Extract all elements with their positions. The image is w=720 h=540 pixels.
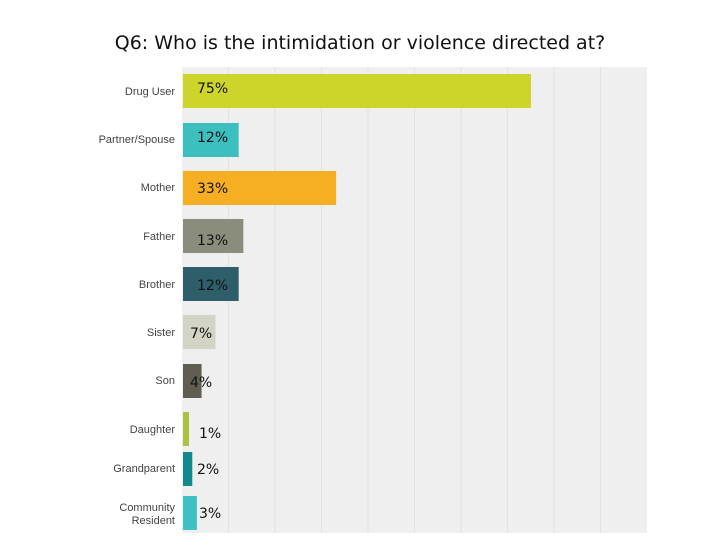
category-label-sister: Sister — [147, 327, 175, 339]
value-label-daughter: 1% — [199, 426, 221, 442]
value-label-father: 13% — [197, 233, 228, 249]
value-label-son: 4% — [190, 375, 212, 391]
bar-son — [183, 364, 202, 398]
bar-brother — [183, 267, 239, 301]
value-label-community-resident: 3% — [199, 506, 221, 522]
category-label-brother: Brother — [139, 279, 175, 291]
bar-mother — [183, 171, 337, 205]
bar-community-resident — [183, 496, 197, 530]
value-label-mother: 33% — [197, 181, 228, 197]
value-labels: 75% 12% 33% 13% 12% 7% 4% 1% 2% 3% — [190, 81, 228, 522]
bar-drug-user — [183, 74, 531, 108]
bar-father — [183, 219, 244, 253]
category-label-grandparent: Grandparent — [113, 463, 175, 475]
chart-title: Q6: Who is the intimidation or violence … — [114, 32, 606, 54]
value-label-grandparent: 2% — [197, 462, 219, 478]
category-label-drug-user: Drug User — [125, 86, 175, 98]
category-label-father: Father — [143, 231, 175, 243]
category-label-partner-spouse: Partner/Spouse — [99, 134, 175, 146]
value-label-brother: 12% — [197, 278, 228, 294]
bars — [183, 74, 531, 530]
value-label-sister: 7% — [190, 326, 212, 342]
category-labels: Drug User Partner/Spouse Mother Father Broth… — [99, 86, 176, 527]
bar-daughter — [183, 412, 189, 446]
bar-partner-spouse — [183, 123, 239, 157]
category-label-community-resident: Community Resident — [119, 502, 175, 527]
value-label-partner-spouse: 12% — [197, 130, 228, 146]
category-label-mother: Mother — [141, 182, 176, 194]
bar-sister — [183, 315, 216, 349]
value-label-drug-user: 75% — [197, 81, 228, 97]
bar-grandparent — [183, 452, 193, 486]
category-label-son: Son — [155, 375, 175, 387]
category-label-daughter: Daughter — [130, 424, 176, 436]
